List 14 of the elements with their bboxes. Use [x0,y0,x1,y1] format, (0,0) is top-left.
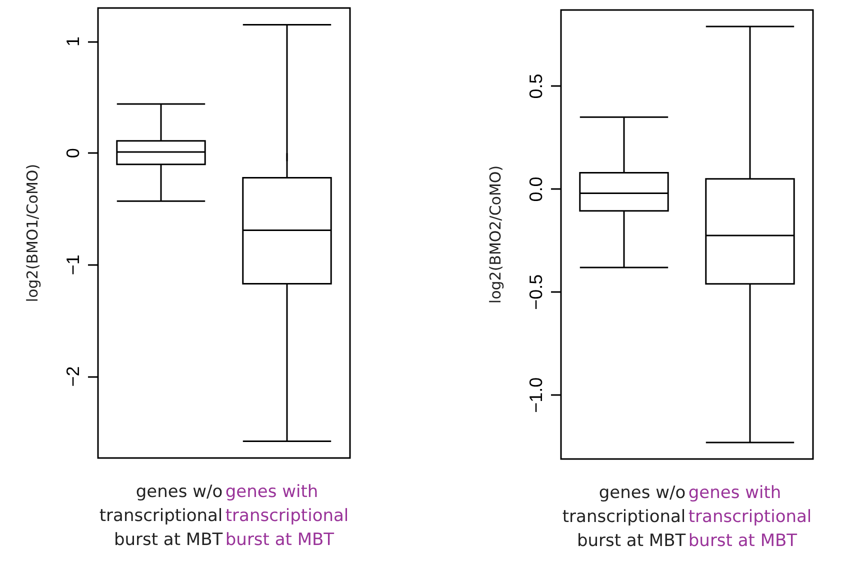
y-tick-label: −1 [63,254,83,276]
y-axis-title: log2(BMO2/CoMO) [486,165,504,304]
x-tick-label: genes with transcriptional burst at MBT [225,482,349,550]
y-tick-label: 1 [63,36,83,47]
y-tick-label: 0 [63,148,83,158]
y-tick-label: −1.0 [526,377,546,413]
y-axis-title: log2(BMO1/CoMO) [24,164,42,302]
y-tick-label: −0.5 [526,274,546,310]
x-tick-label: genes w/o transcriptional burst at MBT [99,482,224,550]
y-tick-label: −2 [63,366,83,387]
y-tick-label: 0.5 [526,74,546,99]
x-tick-label: genes w/o transcriptional burst at MBT [562,483,686,551]
x-tick-label: genes with transcriptional burst at MBT [688,483,812,551]
y-tick-label: 0.0 [526,176,546,202]
